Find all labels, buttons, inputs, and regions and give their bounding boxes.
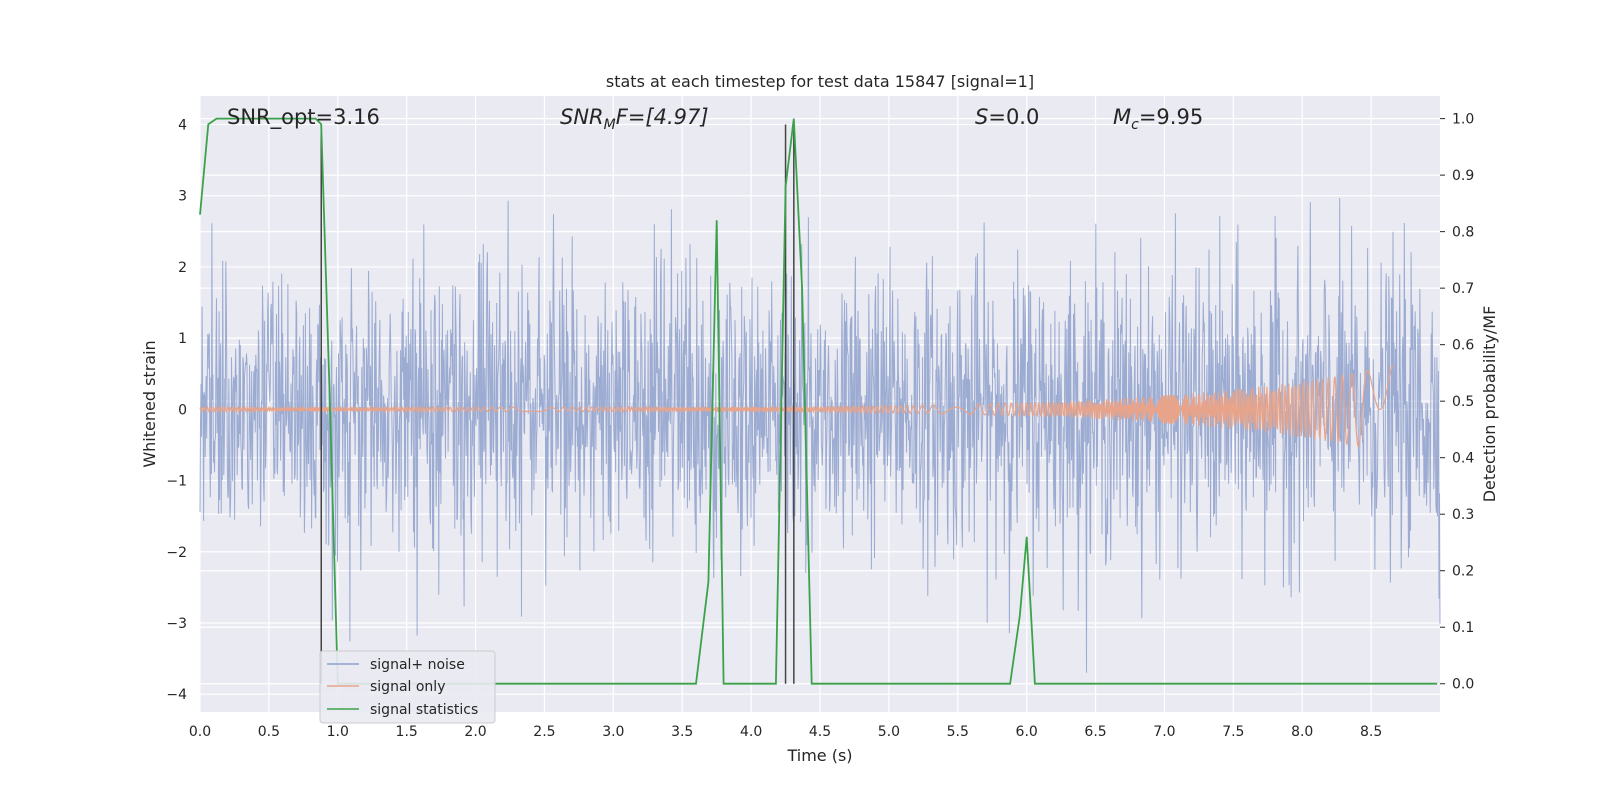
y-tick-label: −3	[166, 616, 187, 632]
x-tick-label: 6.0	[1016, 724, 1038, 740]
x-tick-label: 8.5	[1360, 724, 1382, 740]
x-tick-label: 4.0	[740, 724, 762, 740]
legend-label-noise: signal+ noise	[370, 657, 465, 673]
y2-tick-label: 0.5	[1452, 394, 1474, 410]
legend-label-signal: signal only	[370, 679, 445, 695]
signal-statistics-series	[199, 117, 1438, 685]
y2-tick-label: 0.0	[1452, 677, 1474, 693]
legend-label-stats: signal statistics	[370, 702, 478, 718]
stats-line	[199, 117, 1438, 685]
y-tick-label: 4	[178, 117, 187, 133]
x-tick-label: 3.5	[671, 724, 693, 740]
x-tick-label: 2.0	[464, 724, 486, 740]
annotation-snr-mf-sub: M	[604, 117, 616, 133]
y2-tick-label: 0.1	[1452, 620, 1474, 636]
y2-tick-label: 1.0	[1452, 112, 1474, 128]
y2-tick-label: 0.4	[1452, 451, 1474, 467]
y-axis-ticks: 4 3 2 1 0 −1 −2 −3 −4	[166, 117, 187, 703]
annotation-snr-opt: SNR_opt=3.16	[227, 105, 380, 130]
annotation-snr-mf: SNRMF=[4.97]	[560, 105, 709, 133]
signal-noise-series	[199, 197, 1441, 673]
y-tick-label: 1	[178, 331, 187, 347]
x-tick-label: 1.0	[327, 724, 349, 740]
x-tick-label: 0.5	[258, 724, 280, 740]
annotation-snr-mf-var: SNR	[560, 105, 604, 129]
y2-tick-label: 0.9	[1452, 168, 1474, 184]
annotation-s: S=0.0	[975, 105, 1039, 129]
y-tick-label: −4	[166, 687, 187, 703]
y-tick-label: 3	[178, 189, 187, 205]
signal-line	[199, 364, 1394, 448]
x-tick-label: 7.0	[1153, 724, 1175, 740]
y2-axis-label: Detection probability/MF	[1480, 306, 1499, 503]
x-axis-ticks: 0.0 0.5 1.0 1.5 2.0 2.5 3.0 3.5 4.0 4.5 5.0 5.5 6.0 6…	[189, 724, 1382, 740]
y-tick-label: −2	[166, 545, 187, 561]
x-tick-label: 3.0	[602, 724, 624, 740]
annotation-mc-var: M	[1113, 105, 1131, 129]
y-tick-label: −1	[166, 474, 187, 490]
noise-line	[199, 197, 1441, 673]
y-tick-label: 0	[178, 402, 187, 418]
y-tick-label: 2	[178, 260, 187, 276]
x-tick-label: 0.0	[189, 724, 211, 740]
x-tick-label: 2.5	[533, 724, 555, 740]
y-axis-label: Whitened strain	[140, 340, 159, 467]
y2-tick-label: 0.7	[1452, 281, 1474, 297]
y2-tick-label: 0.2	[1452, 564, 1474, 580]
annotation-mc-sub: c	[1131, 117, 1139, 133]
x-tick-label: 6.5	[1084, 724, 1106, 740]
x-tick-label: 5.5	[947, 724, 969, 740]
annotation-s-var: S	[975, 105, 988, 129]
annotation-snr-mf-rest: F=[4.97]	[616, 105, 709, 129]
legend-box	[319, 650, 496, 724]
x-axis-label: Time (s)	[786, 746, 852, 765]
y2-tick-label: 0.6	[1452, 338, 1474, 354]
x-tick-label: 8.0	[1291, 724, 1313, 740]
chart-title: stats at each timestep for test data 158…	[606, 72, 1034, 91]
y2-tick-label: 0.3	[1452, 507, 1474, 523]
annotation-mc: Mc=9.95	[1113, 105, 1203, 133]
annotation-mc-rest: =9.95	[1139, 105, 1203, 129]
annotation-s-rest: =0.0	[988, 105, 1039, 129]
y2-tick-label: 0.8	[1452, 225, 1474, 241]
y2-axis-ticks: 1.0 0.9 0.8 0.7 0.6 0.5 0.4 0.3 0.2 0.1 0.0	[1440, 112, 1474, 693]
x-tick-label: 7.5	[1222, 724, 1244, 740]
x-tick-label: 5.0	[878, 724, 900, 740]
legend: signal+ noise signal only signal statist…	[319, 650, 496, 724]
x-tick-label: 4.5	[809, 724, 831, 740]
x-tick-label: 1.5	[396, 724, 418, 740]
signal-only-series	[199, 364, 1394, 448]
